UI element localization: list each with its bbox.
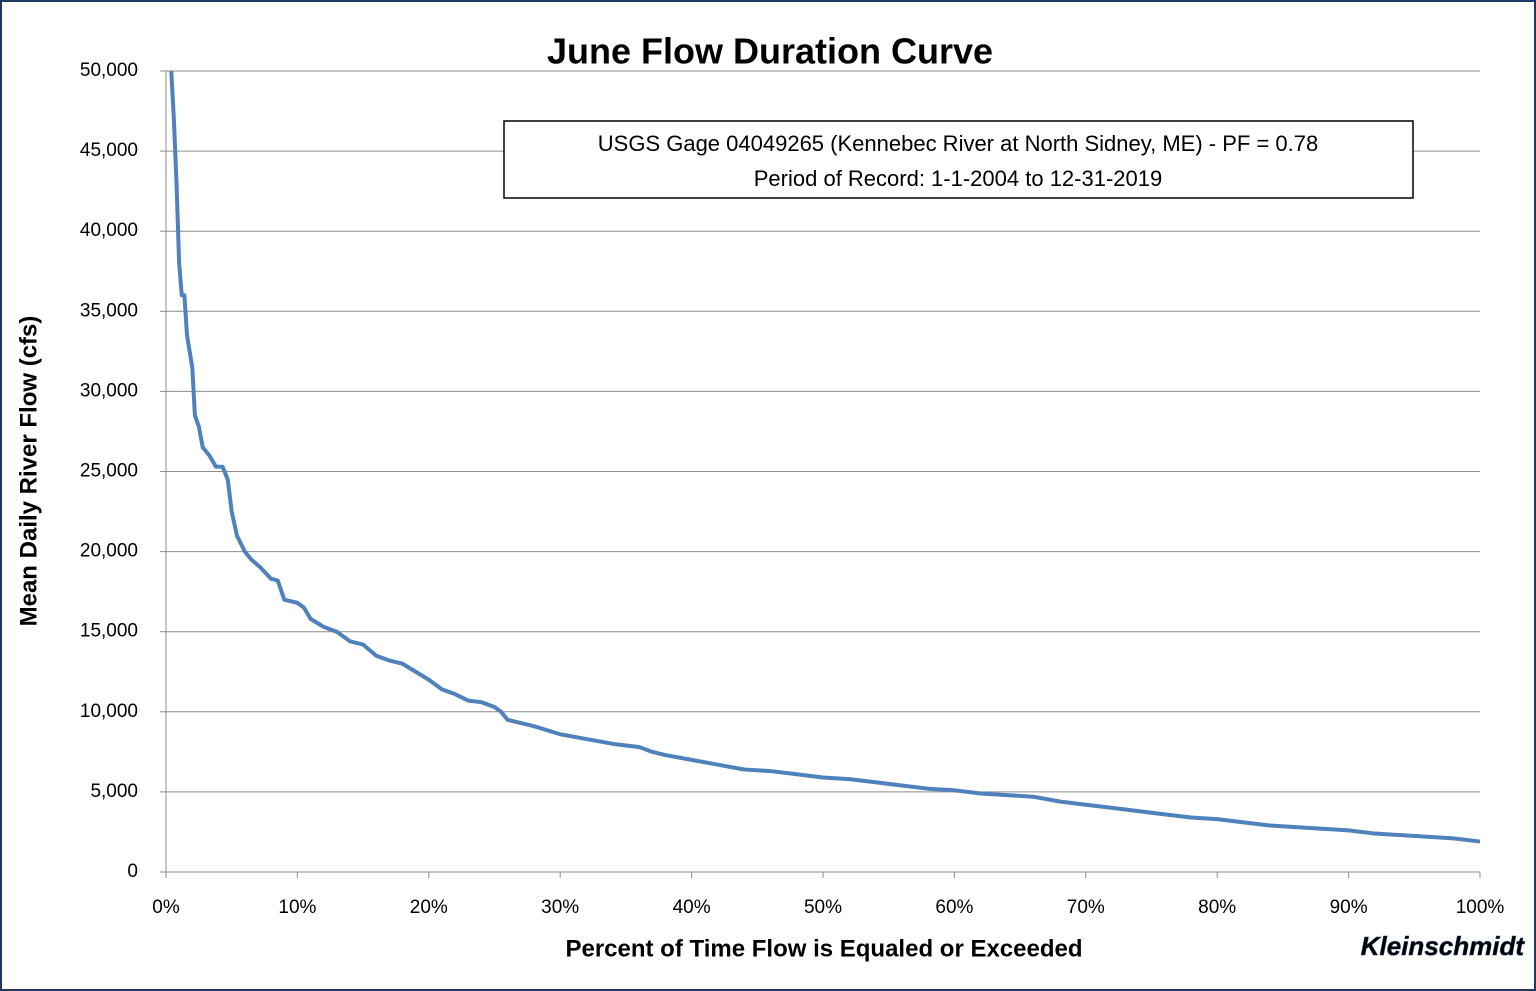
y-tick-label: 10,000	[80, 701, 138, 722]
y-tick-label: 0	[127, 861, 138, 882]
x-tick-label: 40%	[673, 897, 711, 918]
x-tick-label: 30%	[541, 897, 579, 918]
x-tick-label: 100%	[1456, 897, 1505, 918]
y-tick-label: 40,000	[80, 220, 138, 241]
x-tick-label: 60%	[935, 897, 973, 918]
y-tick-label: 25,000	[80, 461, 138, 482]
x-tick-label: 80%	[1198, 897, 1236, 918]
annotation: Period of Record: 1-1-2004 to 12-31-2019	[754, 166, 1162, 191]
y-tick-label: 45,000	[80, 140, 138, 161]
y-tick-label: 30,000	[80, 380, 138, 401]
x-tick-label: 10%	[278, 897, 316, 918]
x-tick-label: 90%	[1330, 897, 1368, 918]
x-tick-label: 50%	[804, 897, 842, 918]
x-tick-label: 20%	[410, 897, 448, 918]
x-axis-label: Percent of Time Flow is Equaled or Excee…	[565, 935, 1082, 962]
y-tick-label: 5,000	[90, 781, 138, 802]
x-tick-label: 0%	[152, 897, 180, 918]
y-tick-label: 20,000	[80, 541, 138, 562]
annotation-box	[503, 120, 1414, 199]
annotation: USGS Gage 04049265 (Kennebec River at No…	[598, 131, 1318, 156]
y-tick-label: 15,000	[80, 621, 138, 642]
x-tick-label: 70%	[1067, 897, 1105, 918]
y-tick-label: 50,000	[80, 60, 138, 81]
data-line	[169, 70, 1481, 844]
plot-area: 0 5,000 10,000 15,000 20,000 25,000 30,000 35,0…	[80, 60, 1505, 918]
logo: Kleinschmidt	[1361, 931, 1526, 961]
y-axis-label: Mean Daily River Flow (cfs)	[15, 316, 42, 627]
chart-title: June Flow Duration Curve	[547, 31, 993, 72]
y-tick-label: 35,000	[80, 300, 138, 321]
